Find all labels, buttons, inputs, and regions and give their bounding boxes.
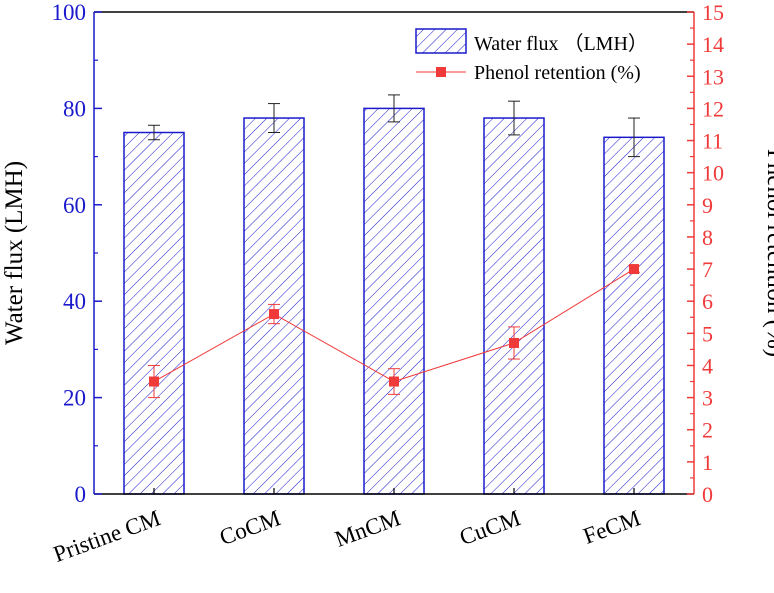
bar-error-bar xyxy=(388,94,400,123)
x-tick-label: CuCM xyxy=(456,505,523,550)
x-tick-label: FeCM xyxy=(580,505,644,549)
left-tick-label: 20 xyxy=(63,386,86,411)
bar-fecm xyxy=(603,136,665,495)
right-tick-label: 12 xyxy=(702,96,724,121)
legend-label-phenol: Phenol retention (%) xyxy=(474,62,641,84)
right-tick-label: 5 xyxy=(702,321,713,346)
phenol-retention-point xyxy=(509,337,519,348)
right-tick-label: 7 xyxy=(702,257,713,282)
right-tick-label: 15 xyxy=(702,0,724,25)
right-tick-label: 8 xyxy=(702,225,713,250)
right-tick-label: 2 xyxy=(702,418,713,443)
left-tick-label: 80 xyxy=(63,96,86,121)
right-tick-label: 1 xyxy=(702,450,713,475)
x-tick-label: MnCM xyxy=(331,505,403,552)
phenol-retention-point xyxy=(149,376,159,387)
bar-error-bar xyxy=(508,100,520,136)
left-tick-label: 100 xyxy=(52,0,87,25)
right-tick-label: 10 xyxy=(702,161,724,186)
right-tick-label: 13 xyxy=(702,64,724,89)
x-tick-label: CoCM xyxy=(216,505,283,550)
y-axis-title: Water flux (LMH) xyxy=(1,161,28,345)
phenol-retention-point xyxy=(269,309,279,320)
legend-marker-phenol xyxy=(436,67,446,77)
bar-error-bar xyxy=(268,103,280,133)
bar-mncm xyxy=(363,107,425,495)
right-tick-label: 14 xyxy=(702,32,724,57)
legend-label-water-flux: Water flux （LMH） xyxy=(474,32,648,55)
left-tick-label: 40 xyxy=(63,289,86,314)
legend: Water flux （LMH） Phenol retention (%) xyxy=(415,28,648,84)
y2-axis-title: Phenol retention (%) xyxy=(762,149,774,357)
bar-error-bar xyxy=(148,124,160,141)
right-tick-label: 0 xyxy=(702,482,713,507)
right-tick-label: 4 xyxy=(702,353,713,378)
x-tick-label: Pristine CM xyxy=(50,505,164,567)
phenol-retention-point xyxy=(629,264,639,275)
right-tick-label: 6 xyxy=(702,289,713,314)
legend-swatch-water-flux xyxy=(415,28,467,54)
right-tick-label: 11 xyxy=(702,129,723,154)
bar-error-bar xyxy=(628,117,640,158)
left-tick-label: 0 xyxy=(75,482,87,507)
bar-cucm xyxy=(483,117,545,495)
phenol-retention-point xyxy=(389,376,399,387)
right-tick-label: 9 xyxy=(702,193,713,218)
right-tick-label: 3 xyxy=(702,386,713,411)
left-tick-label: 60 xyxy=(63,193,86,218)
bar-pristine-cm xyxy=(123,131,185,495)
